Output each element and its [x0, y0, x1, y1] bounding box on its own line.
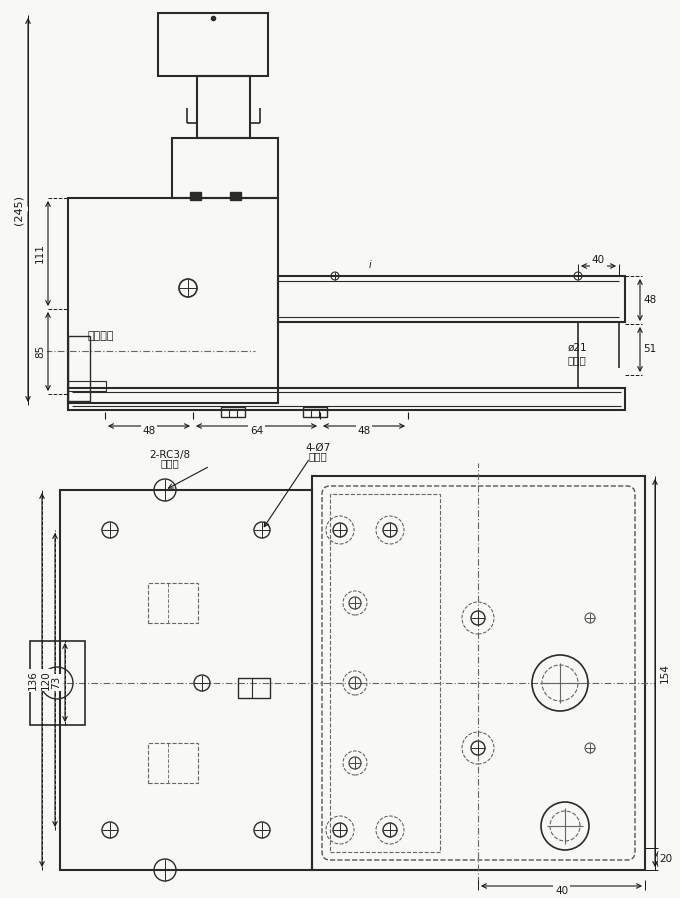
Bar: [68, 381, 106, 391]
Text: 20: 20: [660, 854, 673, 864]
Bar: [68, 336, 90, 401]
Text: 48: 48: [643, 295, 657, 305]
Bar: [158, 13, 268, 76]
Text: 64: 64: [250, 426, 263, 436]
Bar: [312, 476, 645, 870]
Text: 2-RC3/8: 2-RC3/8: [150, 450, 190, 460]
Text: 40: 40: [592, 255, 605, 265]
Text: 压力调整: 压力调整: [88, 331, 114, 341]
Text: 136: 136: [28, 670, 38, 690]
Bar: [221, 407, 245, 417]
Bar: [230, 192, 241, 200]
Text: 安装孔: 安装孔: [309, 451, 327, 461]
Text: 48: 48: [358, 426, 371, 436]
Text: (245): (245): [13, 195, 23, 225]
Bar: [68, 388, 625, 410]
Text: 4-Ø7: 4-Ø7: [305, 443, 330, 453]
Bar: [148, 743, 198, 783]
Bar: [60, 490, 312, 870]
Bar: [278, 276, 625, 322]
Bar: [68, 198, 278, 403]
Bar: [303, 407, 327, 417]
Text: 120: 120: [41, 670, 51, 690]
Bar: [238, 678, 270, 698]
Bar: [197, 76, 250, 138]
Text: 进油口: 进油口: [160, 458, 180, 468]
Bar: [148, 583, 198, 623]
Text: 85: 85: [35, 345, 45, 358]
Text: 40: 40: [555, 886, 568, 896]
Text: 154: 154: [660, 663, 670, 683]
Bar: [190, 192, 201, 200]
Text: i: i: [369, 260, 371, 270]
Text: 引线口: 引线口: [568, 355, 587, 365]
Bar: [172, 138, 278, 198]
Text: 111: 111: [35, 243, 45, 263]
Bar: [30, 641, 85, 725]
Text: ø21: ø21: [568, 343, 588, 353]
Text: 51: 51: [643, 345, 657, 355]
Text: 73: 73: [51, 676, 61, 689]
Bar: [330, 494, 440, 852]
Text: 48: 48: [142, 426, 156, 436]
